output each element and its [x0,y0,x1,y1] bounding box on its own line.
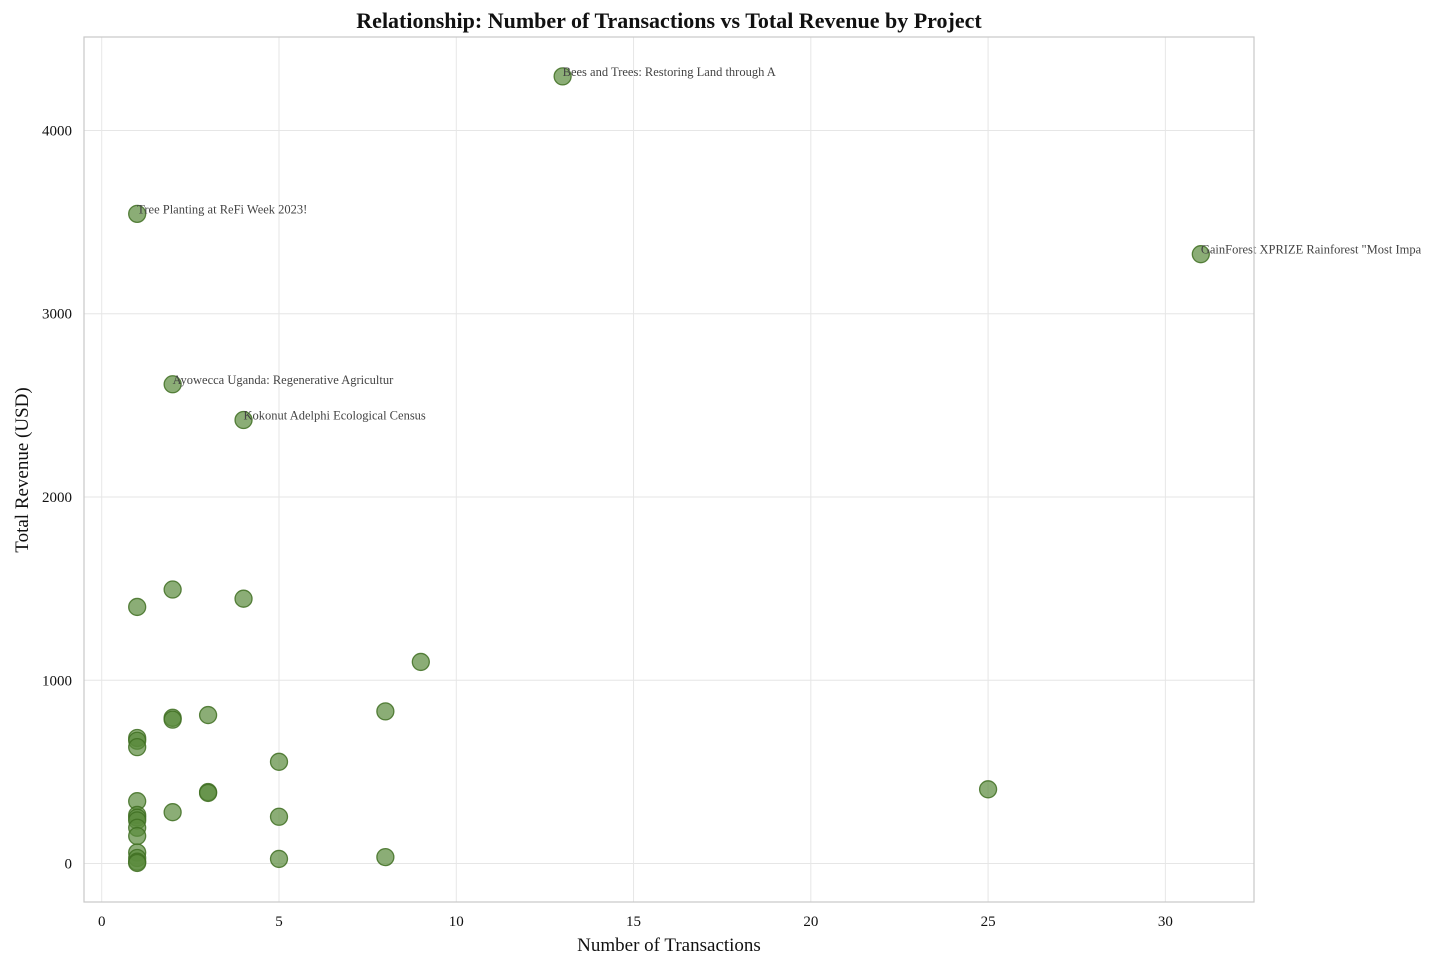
data-point [128,597,147,617]
x-axis-label: Number of Transactions [577,935,761,956]
x-tick-label: 5 [275,914,283,930]
x-tick-label: 25 [981,914,996,930]
point-annotation: GainForest XPRIZE Rainforest "Most Impa [1201,243,1422,257]
data-points [128,67,1210,873]
data-point [269,849,289,869]
x-tick-labels: 0 5 10 15 20 25 30 [98,914,1173,930]
data-point [553,67,572,86]
y-tick-label: 3000 [42,307,72,323]
data-point [163,803,182,822]
point-annotation: Kokonut Adelphi Ecological Census [244,409,426,423]
y-tick-labels: 0 1000 2000 3000 4000 [42,123,72,872]
x-tick-label: 30 [1158,914,1173,930]
data-point [128,204,147,223]
y-axis-label: Total Revenue (USD) [12,387,33,552]
data-point [234,410,253,430]
x-tick-label: 20 [803,914,818,930]
y-tick-label: 1000 [42,673,72,689]
plot-frame [83,36,1255,903]
y-tick-label: 0 [65,857,73,873]
point-annotations: Bees and Trees: Restoring Land through A… [137,65,1421,423]
data-point [128,826,147,846]
point-annotation: Tree Planting at ReFi Week 2023! [137,202,307,216]
data-point [1191,245,1210,264]
data-point [163,580,182,599]
data-point [198,783,218,803]
grid [84,37,1254,902]
data-point [163,375,182,394]
y-tick-label: 4000 [42,123,72,139]
data-point [163,710,182,729]
data-point [234,589,253,608]
y-tick-label: 2000 [42,490,72,506]
data-point [269,807,289,826]
data-point [978,780,998,799]
data-point [376,702,395,721]
x-tick-label: 0 [98,914,106,930]
data-point [269,752,289,771]
data-point [411,652,430,672]
data-point [128,853,147,873]
data-point [198,705,218,725]
x-tick-label: 15 [626,914,641,930]
point-annotation: Ayowecca Uganda: Regenerative Agricultur [173,373,394,387]
data-point [128,737,147,757]
x-tick-label: 10 [449,914,464,930]
data-point [376,847,395,867]
point-annotation: Bees and Trees: Restoring Land through A [563,65,776,79]
chart-title: Relationship: Number of Transactions vs … [356,8,982,33]
